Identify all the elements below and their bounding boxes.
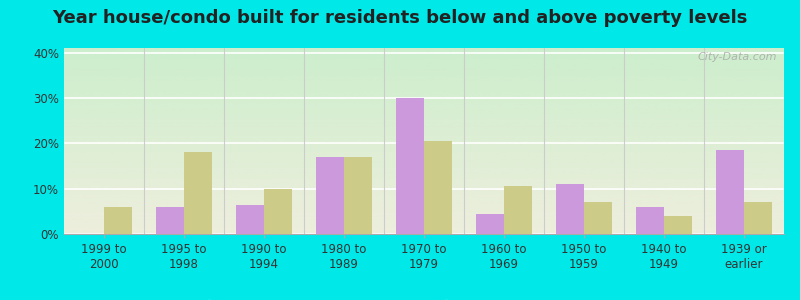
Text: City-Data.com: City-Data.com: [698, 52, 777, 62]
Bar: [264, 189, 292, 234]
Bar: [716, 150, 744, 234]
Bar: [104, 207, 132, 234]
Bar: [664, 216, 692, 234]
Bar: [424, 141, 452, 234]
Bar: [344, 157, 372, 234]
Bar: [504, 186, 532, 234]
Bar: [316, 157, 344, 234]
Bar: [156, 207, 184, 234]
Text: Year house/condo built for residents below and above poverty levels: Year house/condo built for residents bel…: [52, 9, 748, 27]
Bar: [584, 202, 612, 234]
Bar: [396, 98, 424, 234]
Bar: [744, 202, 772, 234]
Bar: [476, 214, 504, 234]
Bar: [636, 207, 664, 234]
Bar: [236, 205, 264, 234]
Legend: Owners below poverty level, Owners above poverty level: Owners below poverty level, Owners above…: [190, 296, 658, 300]
Bar: [184, 152, 212, 234]
Bar: [556, 184, 584, 234]
